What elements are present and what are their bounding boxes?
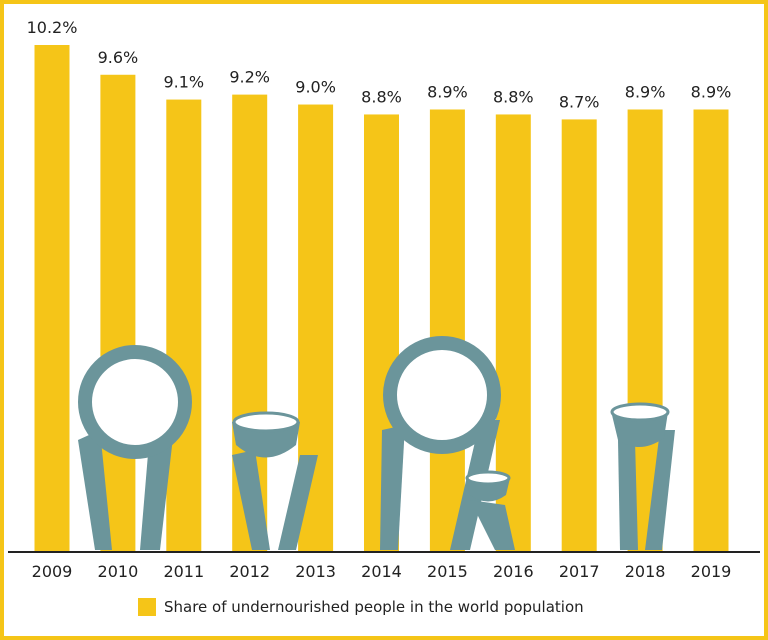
- legend-swatch: [138, 598, 156, 616]
- arm-illustration: [618, 440, 638, 550]
- arm-illustration: [380, 425, 405, 550]
- bar-2009: [34, 45, 70, 551]
- bar-2019: [693, 109, 729, 551]
- data-label-2012: 9.2%: [229, 68, 270, 87]
- bar-2010: [100, 74, 136, 551]
- data-label-2016: 8.8%: [493, 87, 534, 106]
- plate-illustration: [78, 345, 192, 459]
- x-tick-2009: 2009: [32, 562, 73, 581]
- hands-with-plates-illustration: [78, 336, 675, 550]
- arm-illustration: [645, 430, 675, 550]
- x-tick-2015: 2015: [427, 562, 468, 581]
- bar-2011: [166, 99, 202, 551]
- arm-illustration: [78, 430, 112, 550]
- plate-illustration: [383, 336, 501, 454]
- legend-label: Share of undernourished people in the wo…: [164, 598, 584, 616]
- data-label-2011: 9.1%: [163, 73, 204, 92]
- data-label-2018: 8.9%: [625, 82, 666, 101]
- x-tick-2013: 2013: [295, 562, 336, 581]
- data-label-2010: 9.6%: [98, 48, 139, 67]
- arm-illustration: [278, 455, 318, 550]
- arm-illustration: [470, 500, 515, 550]
- x-tick-2017: 2017: [559, 562, 600, 581]
- data-label-2019: 8.9%: [691, 82, 732, 101]
- x-tick-2010: 2010: [98, 562, 139, 581]
- x-tick-2011: 2011: [163, 562, 204, 581]
- legend: Share of undernourished people in the wo…: [138, 598, 584, 616]
- data-label-2013: 9.0%: [295, 78, 336, 97]
- x-tick-2012: 2012: [229, 562, 270, 581]
- bar-2015: [429, 109, 465, 551]
- x-tick-2014: 2014: [361, 562, 402, 581]
- data-label-2015: 8.9%: [427, 82, 468, 101]
- x-tick-2016: 2016: [493, 562, 534, 581]
- bar-2017: [561, 119, 597, 551]
- arm-illustration: [232, 450, 270, 550]
- data-label-2014: 8.8%: [361, 87, 402, 106]
- x-tick-2019: 2019: [691, 562, 732, 581]
- x-tick-2018: 2018: [625, 562, 666, 581]
- data-label-2017: 8.7%: [559, 92, 600, 111]
- data-label-2009: 10.2%: [27, 18, 78, 37]
